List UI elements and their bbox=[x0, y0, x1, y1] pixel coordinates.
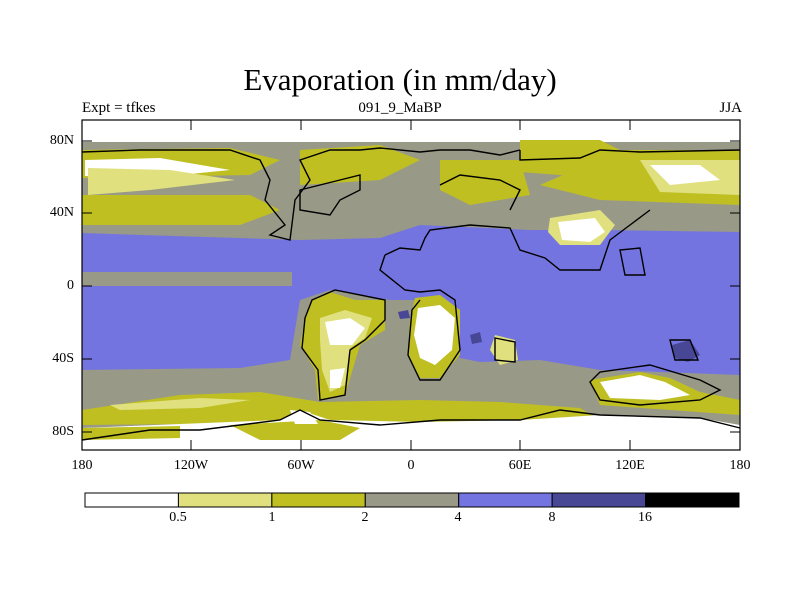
colorbar-level-label: 8 bbox=[548, 510, 556, 525]
lon-tick-label: 60W bbox=[287, 458, 315, 473]
lon-tick-label: 120W bbox=[173, 458, 209, 473]
time-label: 091_9_MaBP bbox=[358, 100, 442, 116]
evaporation-field bbox=[82, 120, 740, 450]
lon-tick-label: 0 bbox=[407, 458, 415, 473]
colorbar-level-label: 16 bbox=[638, 510, 652, 525]
season-label: JJA bbox=[719, 100, 742, 116]
colorbar-swatch bbox=[645, 492, 740, 508]
colorbar-level-label: 2 bbox=[361, 510, 369, 525]
colorbar-swatch bbox=[551, 492, 647, 508]
colorbar-swatch bbox=[364, 492, 460, 508]
colorbar-level-label: 4 bbox=[454, 510, 462, 525]
experiment-label: Expt = tfkes bbox=[82, 100, 156, 116]
coastline-outlines bbox=[81, 147, 741, 441]
colorbar-swatch bbox=[271, 492, 366, 508]
lat-tick-label: 0 bbox=[67, 278, 74, 293]
lat-tick-label: 80S bbox=[52, 424, 74, 439]
colorbar-swatch bbox=[458, 492, 553, 508]
colorbar-swatch bbox=[177, 492, 273, 508]
axis-ticks bbox=[81, 120, 741, 450]
lat-tick-label: 80N bbox=[49, 133, 74, 148]
colorbar-swatch bbox=[84, 492, 179, 508]
lat-tick-label: 40N bbox=[49, 205, 74, 220]
lon-tick-label: 180 bbox=[71, 458, 93, 473]
colorbar-level-label: 1 bbox=[268, 510, 276, 525]
colorbar-level-label: 0.5 bbox=[169, 510, 187, 525]
lon-tick-label: 120E bbox=[615, 458, 645, 473]
colorbar bbox=[84, 492, 740, 508]
lat-tick-label: 40S bbox=[52, 351, 74, 366]
map-title: Evaporation (in mm/day) bbox=[243, 62, 557, 97]
lon-tick-label: 60E bbox=[508, 458, 532, 473]
lon-tick-label: 180 bbox=[729, 458, 751, 473]
